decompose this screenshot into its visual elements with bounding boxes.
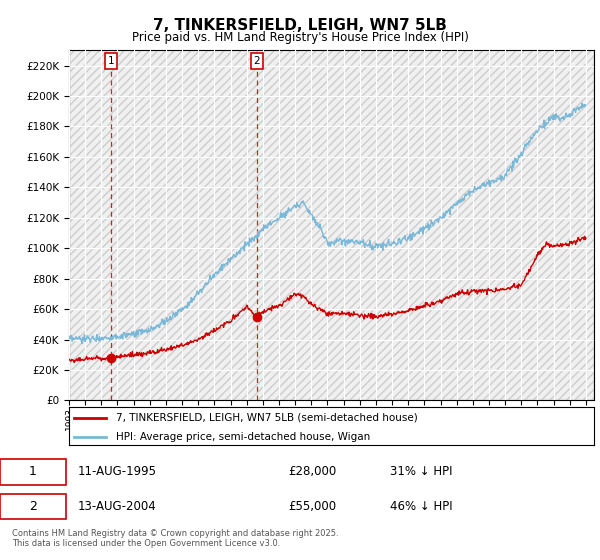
Text: Price paid vs. HM Land Registry's House Price Index (HPI): Price paid vs. HM Land Registry's House … [131, 31, 469, 44]
Text: 13-AUG-2004: 13-AUG-2004 [78, 500, 157, 513]
Text: HPI: Average price, semi-detached house, Wigan: HPI: Average price, semi-detached house,… [116, 432, 371, 442]
FancyBboxPatch shape [0, 459, 66, 485]
Text: 2: 2 [253, 56, 260, 66]
Text: 1: 1 [108, 56, 115, 66]
FancyBboxPatch shape [0, 493, 66, 520]
Text: 11-AUG-1995: 11-AUG-1995 [78, 465, 157, 478]
Text: 7, TINKERSFIELD, LEIGH, WN7 5LB: 7, TINKERSFIELD, LEIGH, WN7 5LB [153, 18, 447, 33]
Text: 31% ↓ HPI: 31% ↓ HPI [390, 465, 452, 478]
Text: 2: 2 [29, 500, 37, 513]
Text: 1: 1 [29, 465, 37, 478]
Text: Contains HM Land Registry data © Crown copyright and database right 2025.
This d: Contains HM Land Registry data © Crown c… [12, 529, 338, 548]
Text: 7, TINKERSFIELD, LEIGH, WN7 5LB (semi-detached house): 7, TINKERSFIELD, LEIGH, WN7 5LB (semi-de… [116, 413, 418, 423]
Text: 46% ↓ HPI: 46% ↓ HPI [390, 500, 452, 513]
Text: £55,000: £55,000 [288, 500, 336, 513]
Text: £28,000: £28,000 [288, 465, 336, 478]
